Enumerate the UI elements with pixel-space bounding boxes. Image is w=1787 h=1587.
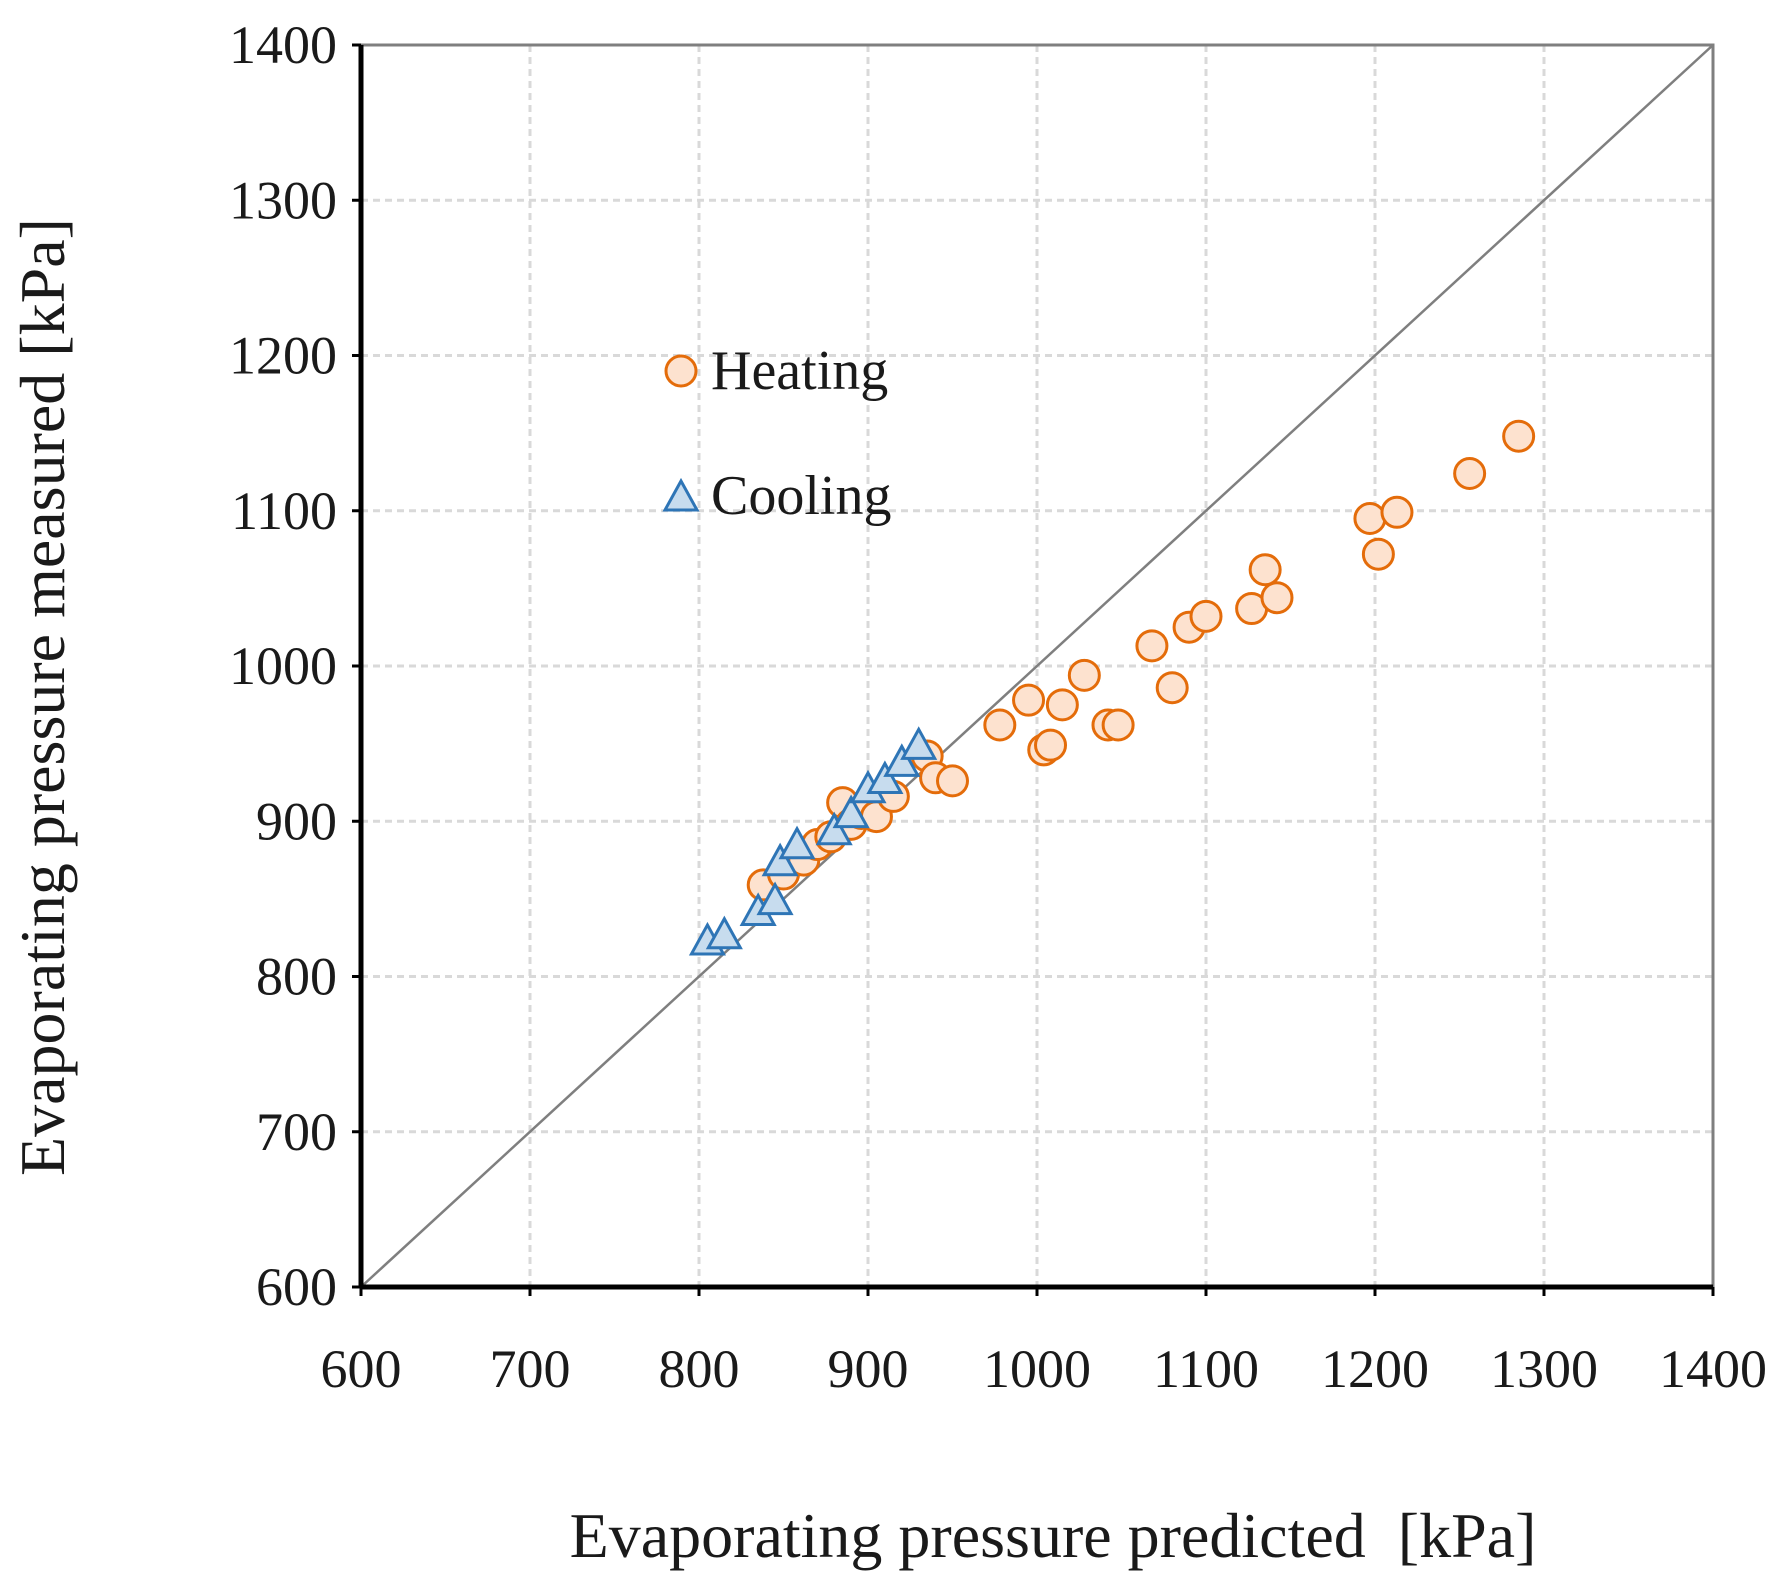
heating-point-18 [1067,658,1101,692]
reference-line-1-to-1 [360,44,1714,1288]
y-tick-label-900: 900 [256,791,337,851]
heating-point-17 [1045,688,1079,722]
cooling-point-3 [756,881,794,916]
x-axis-title: Evaporating pressure predicted [kPa] [570,1500,1537,1571]
y-tick-label-1300: 1300 [229,170,337,230]
x-axis-tick-labels: 600 700 800 900 1000 1100 1200 1300 1400 [321,1287,1767,1399]
heating-point-29 [1361,537,1395,571]
cooling-point-7 [832,794,870,829]
y-tick-label-800: 800 [256,947,337,1007]
y-tick-label-1000: 1000 [229,636,337,696]
heating-point-32 [1502,419,1536,453]
x-tick-label-1000: 1000 [983,1339,1091,1399]
cooling-point-5 [778,825,816,860]
x-tick-label-800: 800 [659,1339,740,1399]
heating-point-16 [1034,728,1068,762]
heating-point-30 [1380,495,1414,529]
y-tick-label-1100: 1100 [231,481,337,541]
cooling-point-6 [815,811,853,846]
heating-point-21 [1135,629,1169,663]
heating-point-20 [1101,708,1135,742]
heating-point-14 [1012,683,1046,717]
y-tick-label-600: 600 [256,1257,337,1317]
legend-heating-marker-icon [664,354,698,388]
heating-point-12 [936,764,969,798]
cooling-point-1 [705,915,743,950]
series-cooling [688,726,938,956]
data-points [688,419,1536,956]
legend-cooling-marker-icon [662,477,700,512]
x-tick-label-700: 700 [490,1339,571,1399]
y-tick-label-1400: 1400 [229,15,337,75]
legend-heating-label: Heating [711,340,888,402]
x-tick-label-600: 600 [321,1339,402,1399]
y-tick-label-1200: 1200 [229,326,337,386]
y-axis-title: Evaporating pressure measured [kPa] [7,218,78,1176]
heating-point-27 [1260,581,1294,615]
cooling-point-9 [866,760,904,794]
x-tick-label-1400: 1400 [1659,1339,1767,1399]
legend-cooling-label: Cooling [711,465,891,527]
cooling-point-4 [761,842,799,877]
legend: Heating Cooling [662,340,891,527]
legend-item-cooling: Cooling [662,465,891,527]
y-axis-tick-labels: 600 700 800 900 1000 1100 1200 1300 1400 [229,15,361,1317]
legend-item-heating: Heating [664,340,888,402]
x-tick-label-1100: 1100 [1153,1339,1259,1399]
cooling-point-11 [900,726,938,760]
x-tick-label-1300: 1300 [1490,1339,1598,1399]
heating-point-13 [983,708,1017,742]
y-tick-label-700: 700 [256,1102,337,1162]
x-tick-label-900: 900 [828,1339,909,1399]
heating-point-26 [1248,553,1282,587]
heating-point-31 [1453,456,1487,490]
x-tick-label-1200: 1200 [1321,1339,1429,1399]
heating-point-24 [1189,599,1223,633]
cooling-point-10 [883,743,921,777]
heating-point-22 [1155,671,1189,705]
heating-point-28 [1353,502,1387,536]
